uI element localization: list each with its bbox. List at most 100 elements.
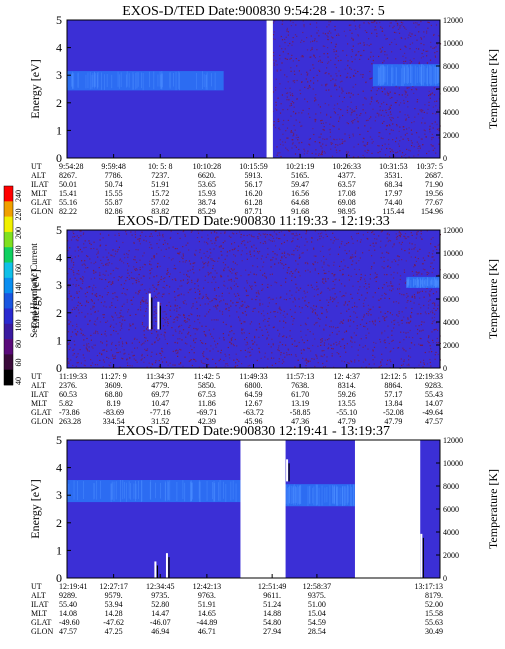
table-cell: -83.69 (103, 408, 124, 417)
noise-dot (380, 311, 382, 313)
noise-dot (420, 324, 422, 326)
noise-dot (241, 332, 243, 334)
table-cell: 11:27: 9 (101, 372, 127, 381)
noise-dot (331, 273, 333, 275)
noise-dot (383, 120, 385, 123)
noise-dot (331, 155, 334, 157)
noise-dot (405, 237, 407, 240)
noise-dot (367, 149, 369, 151)
noise-dot (237, 250, 239, 252)
noise-dot (322, 122, 324, 124)
y2-tick-label: 6000 (443, 85, 459, 94)
noise-dot (202, 342, 204, 344)
table-cell: 71.90 (425, 180, 443, 189)
noise-dot (308, 85, 311, 87)
noise-dot (422, 56, 424, 58)
noise-dot (187, 279, 189, 281)
noise-dot (78, 273, 80, 275)
noise-dot (369, 78, 371, 80)
noise-dot (128, 329, 130, 331)
noise-dot (436, 43, 438, 45)
table-cell: -73.86 (59, 408, 80, 417)
noise-dot (150, 355, 152, 357)
noise-dot (343, 347, 346, 349)
noise-dot (401, 322, 403, 324)
noise-dot (73, 264, 75, 266)
noise-dot (381, 30, 384, 32)
noise-dot (362, 302, 365, 305)
noise-dot (249, 250, 251, 252)
noise-dot (291, 275, 293, 277)
noise-dot (224, 232, 226, 234)
noise-dot (294, 153, 297, 155)
noise-dot (397, 288, 399, 290)
noise-dot (367, 314, 369, 316)
noise-dot (316, 357, 318, 359)
noise-dot (157, 281, 159, 283)
noise-dot (120, 315, 122, 317)
noise-dot (154, 342, 156, 344)
noise-dot (429, 295, 431, 297)
noise-dot (138, 290, 140, 292)
noise-dot (86, 343, 88, 345)
noise-dot (151, 235, 153, 237)
noise-dot (370, 77, 372, 79)
table-cell: 82.86 (105, 207, 123, 216)
noise-dot (105, 306, 107, 308)
noise-dot (277, 152, 279, 154)
noise-dot (278, 128, 280, 130)
noise-dot (250, 286, 252, 288)
noise-dot (372, 349, 374, 351)
noise-dot (206, 250, 208, 253)
noise-dot (79, 349, 81, 351)
noise-dot (369, 136, 372, 138)
noise-dot (201, 342, 203, 344)
y-tick-label: 4 (56, 251, 62, 265)
noise-dot (93, 323, 95, 325)
noise-dot (73, 297, 75, 299)
noise-dot (284, 141, 286, 143)
noise-dot (355, 250, 357, 252)
noise-dot (318, 136, 320, 138)
noise-dot (199, 269, 201, 271)
noise-dot (164, 336, 166, 338)
noise-dot (228, 309, 230, 312)
noise-dot (210, 232, 212, 234)
noise-dot (305, 358, 307, 360)
noise-dot (437, 308, 439, 310)
noise-dot (75, 307, 78, 309)
noise-dot (83, 243, 85, 245)
noise-dot (334, 104, 336, 106)
noise-dot (155, 320, 157, 322)
noise-dot (179, 307, 181, 309)
noise-dot (372, 55, 374, 57)
noise-dot (386, 282, 388, 284)
noise-dot (282, 109, 284, 111)
noise-dot (141, 343, 144, 345)
noise-dot (350, 336, 352, 338)
noise-dot (434, 358, 436, 360)
noise-dot (90, 359, 92, 361)
noise-dot (341, 92, 343, 94)
y-tick-label: 1 (56, 543, 62, 557)
noise-dot (308, 86, 310, 88)
noise-dot (88, 346, 90, 348)
noise-dot (411, 142, 413, 144)
noise-dot (70, 336, 72, 338)
noise-dot (365, 366, 367, 368)
noise-dot (431, 331, 433, 333)
noise-dot (351, 32, 353, 34)
noise-dot (249, 346, 251, 348)
noise-dot (338, 95, 341, 97)
noise-dot (206, 313, 208, 315)
noise-dot (93, 332, 95, 334)
noise-dot (359, 58, 361, 60)
noise-dot (403, 316, 405, 318)
noise-dot (246, 282, 248, 284)
noise-dot (294, 270, 296, 272)
noise-dot (334, 293, 336, 295)
noise-dot (230, 286, 232, 288)
noise-dot (350, 68, 352, 70)
noise-dot (294, 34, 297, 36)
noise-dot (311, 241, 313, 243)
